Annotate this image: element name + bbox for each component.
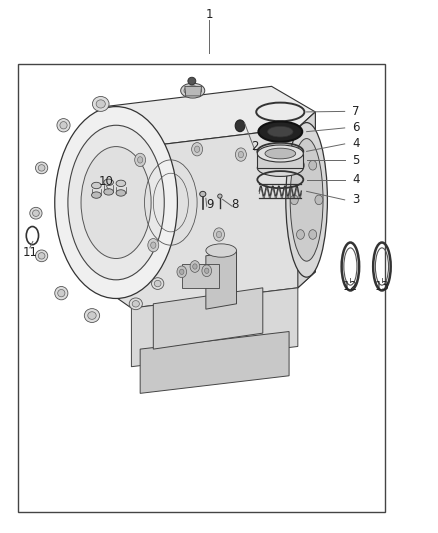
Text: 3: 3	[352, 193, 359, 206]
Polygon shape	[153, 288, 263, 349]
Ellipse shape	[92, 192, 101, 198]
Ellipse shape	[32, 210, 39, 216]
Polygon shape	[131, 288, 298, 367]
Ellipse shape	[236, 148, 246, 161]
Ellipse shape	[315, 195, 323, 205]
Polygon shape	[257, 154, 303, 168]
Ellipse shape	[268, 126, 293, 137]
Ellipse shape	[200, 191, 206, 197]
Text: 10: 10	[99, 175, 114, 188]
Ellipse shape	[309, 160, 317, 170]
Ellipse shape	[184, 86, 201, 95]
Ellipse shape	[96, 100, 105, 108]
Ellipse shape	[188, 77, 196, 85]
Ellipse shape	[180, 269, 184, 274]
Polygon shape	[185, 86, 201, 96]
Ellipse shape	[216, 231, 222, 238]
Text: 7: 7	[352, 105, 360, 118]
Ellipse shape	[258, 122, 302, 142]
Text: 9: 9	[206, 198, 214, 211]
Ellipse shape	[151, 242, 156, 248]
Text: 4: 4	[352, 138, 360, 150]
Ellipse shape	[190, 261, 200, 272]
Text: 13: 13	[374, 280, 389, 293]
Ellipse shape	[194, 146, 200, 152]
Ellipse shape	[265, 148, 296, 159]
Ellipse shape	[290, 139, 323, 261]
Ellipse shape	[38, 165, 45, 171]
Ellipse shape	[92, 182, 101, 189]
Ellipse shape	[192, 142, 202, 156]
Ellipse shape	[148, 239, 159, 252]
Ellipse shape	[177, 266, 187, 278]
Ellipse shape	[154, 280, 161, 287]
Polygon shape	[96, 86, 315, 148]
Ellipse shape	[104, 189, 113, 195]
Ellipse shape	[309, 230, 317, 239]
Ellipse shape	[152, 278, 164, 289]
Ellipse shape	[60, 122, 67, 129]
Ellipse shape	[35, 250, 48, 262]
Ellipse shape	[129, 298, 142, 310]
Ellipse shape	[88, 312, 96, 319]
Ellipse shape	[55, 107, 177, 298]
Text: 8: 8	[232, 198, 239, 211]
Text: 12: 12	[343, 280, 358, 293]
Bar	[18, 64, 385, 512]
Ellipse shape	[297, 230, 304, 239]
Ellipse shape	[38, 253, 45, 259]
Text: 6: 6	[352, 122, 360, 134]
Ellipse shape	[135, 154, 145, 167]
Ellipse shape	[57, 118, 70, 132]
Ellipse shape	[104, 179, 113, 185]
Text: 11: 11	[22, 246, 37, 259]
Ellipse shape	[116, 180, 126, 187]
Polygon shape	[298, 112, 315, 288]
Ellipse shape	[30, 207, 42, 219]
Ellipse shape	[206, 244, 237, 257]
Ellipse shape	[214, 228, 224, 241]
Ellipse shape	[58, 289, 65, 297]
Ellipse shape	[132, 301, 139, 307]
Ellipse shape	[84, 309, 99, 322]
Ellipse shape	[235, 120, 245, 132]
Ellipse shape	[180, 83, 205, 98]
Ellipse shape	[205, 268, 209, 273]
Polygon shape	[140, 332, 289, 393]
Ellipse shape	[286, 123, 327, 277]
Ellipse shape	[81, 147, 151, 259]
Bar	[182, 264, 219, 288]
Ellipse shape	[55, 287, 68, 300]
Ellipse shape	[297, 160, 304, 170]
Polygon shape	[96, 112, 315, 308]
Ellipse shape	[290, 195, 298, 205]
Text: 5: 5	[352, 154, 359, 167]
Ellipse shape	[202, 265, 212, 277]
Polygon shape	[206, 251, 237, 309]
Text: 2: 2	[251, 140, 259, 152]
Ellipse shape	[116, 190, 126, 196]
Text: 1: 1	[205, 9, 213, 21]
Ellipse shape	[238, 151, 244, 158]
Ellipse shape	[138, 157, 143, 163]
Ellipse shape	[218, 194, 222, 198]
Ellipse shape	[35, 162, 48, 174]
Ellipse shape	[92, 96, 109, 111]
Text: 4: 4	[352, 173, 360, 186]
Ellipse shape	[257, 159, 304, 176]
Ellipse shape	[193, 264, 197, 269]
Ellipse shape	[257, 145, 304, 162]
Ellipse shape	[68, 125, 164, 280]
